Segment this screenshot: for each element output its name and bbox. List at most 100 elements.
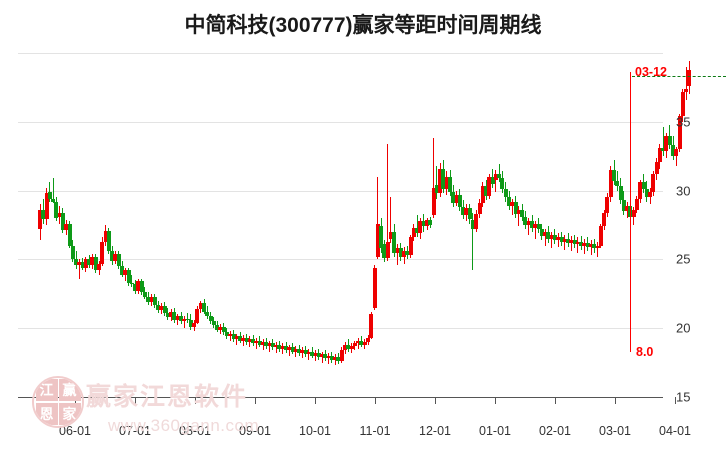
- candle-wick: [534, 220, 536, 239]
- candle-wick: [357, 337, 359, 349]
- candle-body: [467, 208, 472, 220]
- candle-body: [280, 346, 285, 349]
- candlestick: [149, 53, 154, 397]
- seal-char: 家: [58, 403, 81, 425]
- candle-body: [306, 351, 311, 355]
- candlestick: [615, 53, 620, 397]
- candle-body: [608, 169, 613, 198]
- x-axis-label: 07-01: [119, 424, 151, 438]
- candlestick: [290, 53, 295, 397]
- candle-body: [234, 336, 239, 340]
- candlestick: [418, 53, 423, 397]
- candlestick: [251, 53, 256, 397]
- candle-body: [44, 193, 49, 220]
- candle-body: [569, 240, 574, 243]
- candlestick: [526, 53, 531, 397]
- candlestick: [346, 53, 351, 397]
- candlestick: [198, 53, 203, 397]
- candle-wick: [308, 348, 310, 360]
- candle-wick: [675, 146, 677, 166]
- candle-body: [651, 174, 656, 192]
- candle-body: [411, 227, 416, 238]
- candlestick: [467, 53, 472, 397]
- candlestick: [179, 53, 184, 397]
- candle-body: [106, 230, 111, 252]
- plot-area[interactable]: [18, 53, 692, 398]
- candle-wick: [583, 238, 585, 254]
- candlestick: [221, 53, 226, 397]
- candle-body: [369, 314, 374, 338]
- candle-body: [438, 168, 443, 194]
- candlestick: [484, 53, 489, 397]
- candle-body: [592, 244, 597, 249]
- candlestick: [165, 53, 170, 397]
- candlestick: [192, 53, 197, 397]
- candlestick: [162, 53, 167, 397]
- cycle-vertical-line[interactable]: [630, 72, 631, 352]
- candle-wick: [255, 337, 257, 349]
- candlestick: [303, 53, 308, 397]
- candlestick: [156, 53, 161, 397]
- candlestick: [336, 53, 341, 397]
- candle-body: [287, 347, 292, 351]
- x-axis-tick: [495, 397, 496, 404]
- candle-body: [316, 352, 321, 358]
- candle-wick: [557, 233, 559, 247]
- candle-body: [625, 205, 630, 212]
- candle-body: [612, 169, 616, 181]
- x-axis-label: 10-01: [299, 424, 331, 438]
- candle-wick: [662, 127, 664, 157]
- candle-wick: [597, 241, 599, 257]
- candlestick: [83, 53, 88, 397]
- candle-body: [251, 339, 256, 344]
- candle-body: [221, 326, 226, 333]
- candle-wick: [295, 346, 297, 358]
- candlestick: [470, 53, 475, 397]
- candlestick: [244, 53, 249, 397]
- y-axis-label: 30: [676, 183, 691, 199]
- candle-body: [54, 201, 59, 219]
- candlestick: [605, 53, 610, 397]
- candle-body: [93, 256, 98, 271]
- candlestick: [369, 53, 374, 397]
- cycle-date-label: 03-12: [635, 65, 667, 79]
- x-axis-label: 09-01: [239, 424, 271, 438]
- seal-char: 江: [35, 379, 58, 401]
- candlestick: [421, 53, 426, 397]
- candle-body: [349, 346, 354, 349]
- candle-body: [674, 149, 679, 157]
- candle-wick: [511, 198, 513, 216]
- candlestick: [352, 53, 357, 397]
- candlestick: [477, 53, 482, 397]
- candlestick: [274, 53, 279, 397]
- candle-body: [241, 337, 246, 341]
- candle-body: [677, 116, 682, 150]
- candle-body: [493, 174, 498, 180]
- candlestick: [300, 53, 305, 397]
- candlestick: [54, 53, 59, 397]
- candlestick: [51, 53, 56, 397]
- candlestick: [372, 53, 377, 397]
- candlestick: [448, 53, 452, 397]
- candlestick: [159, 53, 164, 397]
- candlestick: [464, 53, 469, 397]
- candlestick: [592, 53, 597, 397]
- candle-wick: [52, 178, 54, 203]
- candlestick: [585, 53, 590, 397]
- candle-wick: [397, 244, 399, 265]
- candlestick: [70, 53, 75, 397]
- candlestick: [402, 53, 407, 397]
- candle-body: [60, 212, 65, 231]
- candlestick: [520, 53, 525, 397]
- y-axis-label: 20: [676, 320, 691, 336]
- candlestick: [392, 53, 397, 397]
- candle-body: [231, 333, 236, 340]
- candle-wick: [187, 313, 189, 323]
- candle-body: [51, 198, 56, 202]
- candle-body: [195, 308, 200, 323]
- candle-body: [123, 270, 128, 275]
- candle-body: [339, 350, 344, 362]
- candle-body: [543, 231, 548, 236]
- candle-body: [244, 337, 249, 342]
- candle-wick: [177, 314, 179, 326]
